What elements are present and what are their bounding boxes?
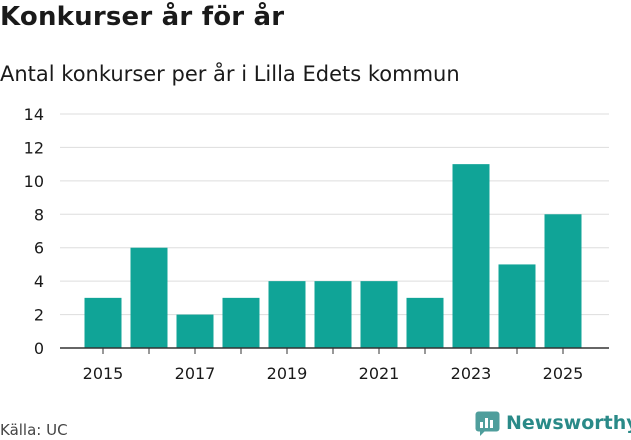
bars <box>84 164 582 348</box>
newsworthy-logo: Newsworthy <box>475 406 631 440</box>
y-tick-label: 14 <box>24 105 44 124</box>
bar-2023 <box>452 164 490 348</box>
x-tick-label: 2015 <box>83 364 124 383</box>
bar-2018 <box>222 297 260 348</box>
brand-name: Newsworthy <box>506 412 631 434</box>
y-tick-label: 0 <box>34 339 44 358</box>
y-tick-label: 8 <box>34 205 44 224</box>
x-tick-label: 2017 <box>175 364 216 383</box>
y-tick-label: 4 <box>34 272 44 291</box>
x-axis-ticks: 2015 2017 2019 2021 2023 2025 <box>83 348 584 383</box>
x-tick-label: 2023 <box>451 364 492 383</box>
x-tick-label: 2021 <box>359 364 400 383</box>
x-tick-label: 2025 <box>543 364 584 383</box>
bar-2020 <box>314 281 352 348</box>
newsworthy-logo-icon <box>475 411 500 436</box>
bar-2024 <box>498 264 536 348</box>
bar-chart: 0 2 4 6 8 10 12 14 2015 2017 2019 2021 2023 2025 <box>24 105 609 383</box>
chart-subtitle: Antal konkurser per år i Lilla Edets kom… <box>0 62 460 86</box>
y-tick-label: 2 <box>34 306 44 325</box>
bar-2019 <box>268 281 306 348</box>
x-tick-label: 2019 <box>267 364 308 383</box>
bar-2025 <box>544 214 582 348</box>
bar-2022 <box>406 297 444 348</box>
chart-title: Konkurser år för år <box>0 2 285 32</box>
y-tick-label: 6 <box>34 239 44 258</box>
bar-2017 <box>176 314 214 348</box>
bar-2015 <box>84 297 122 348</box>
source-note: Källa: UC <box>0 421 68 439</box>
bar-2016 <box>130 247 168 348</box>
bar-2021 <box>360 281 398 348</box>
y-tick-label: 10 <box>24 172 44 191</box>
y-tick-label: 12 <box>24 138 44 157</box>
y-axis-ticks: 0 2 4 6 8 10 12 14 <box>24 105 44 358</box>
